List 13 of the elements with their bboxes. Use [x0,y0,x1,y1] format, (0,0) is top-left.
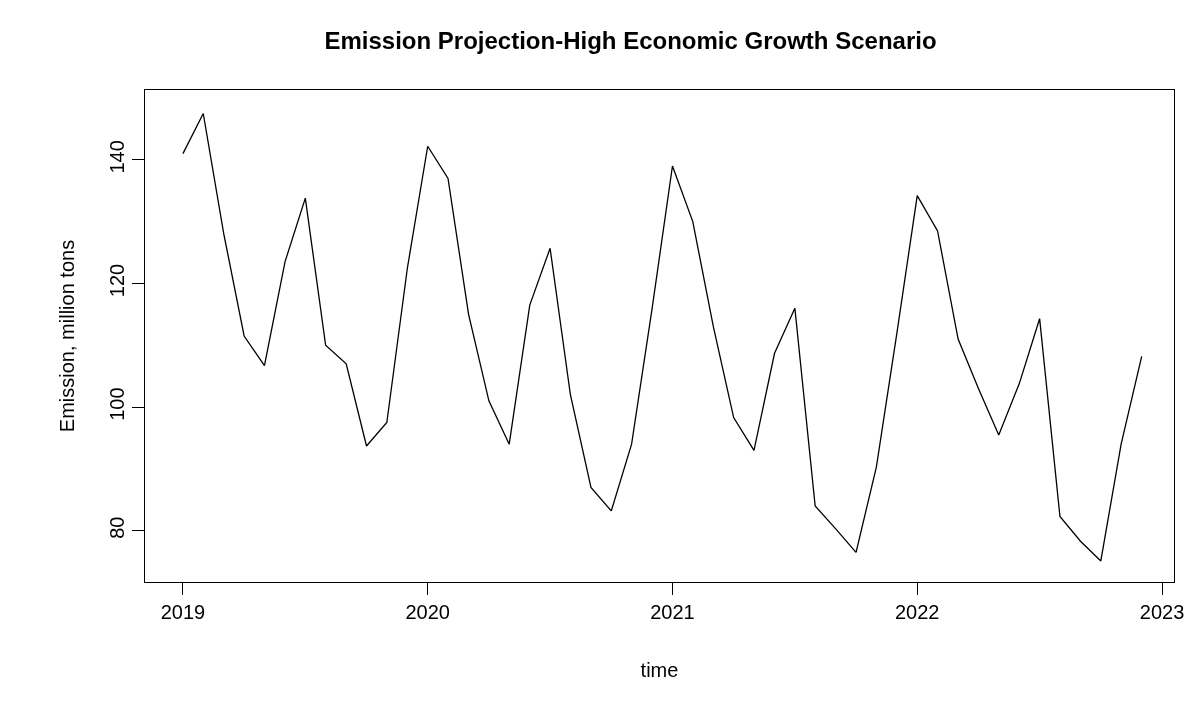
y-tick-label: 80 [105,516,128,539]
x-tick-label: 2023 [1139,601,1185,624]
y-tick-label: 120 [105,263,128,298]
x-tick-label: 2022 [894,601,940,624]
x-tick-label: 2020 [405,601,450,624]
y-tick-label: 100 [105,387,128,421]
x-tick-label: 2021 [650,601,695,624]
line-series [182,112,1143,562]
x-tick-label: 2019 [160,601,206,624]
y-axis-title: Emission, million tons [56,239,79,433]
x-axis-title: time [640,658,679,681]
y-tick-label: 140 [105,140,128,174]
chart-title: Emission Projection-High Economic Growth Scenario [324,27,937,55]
